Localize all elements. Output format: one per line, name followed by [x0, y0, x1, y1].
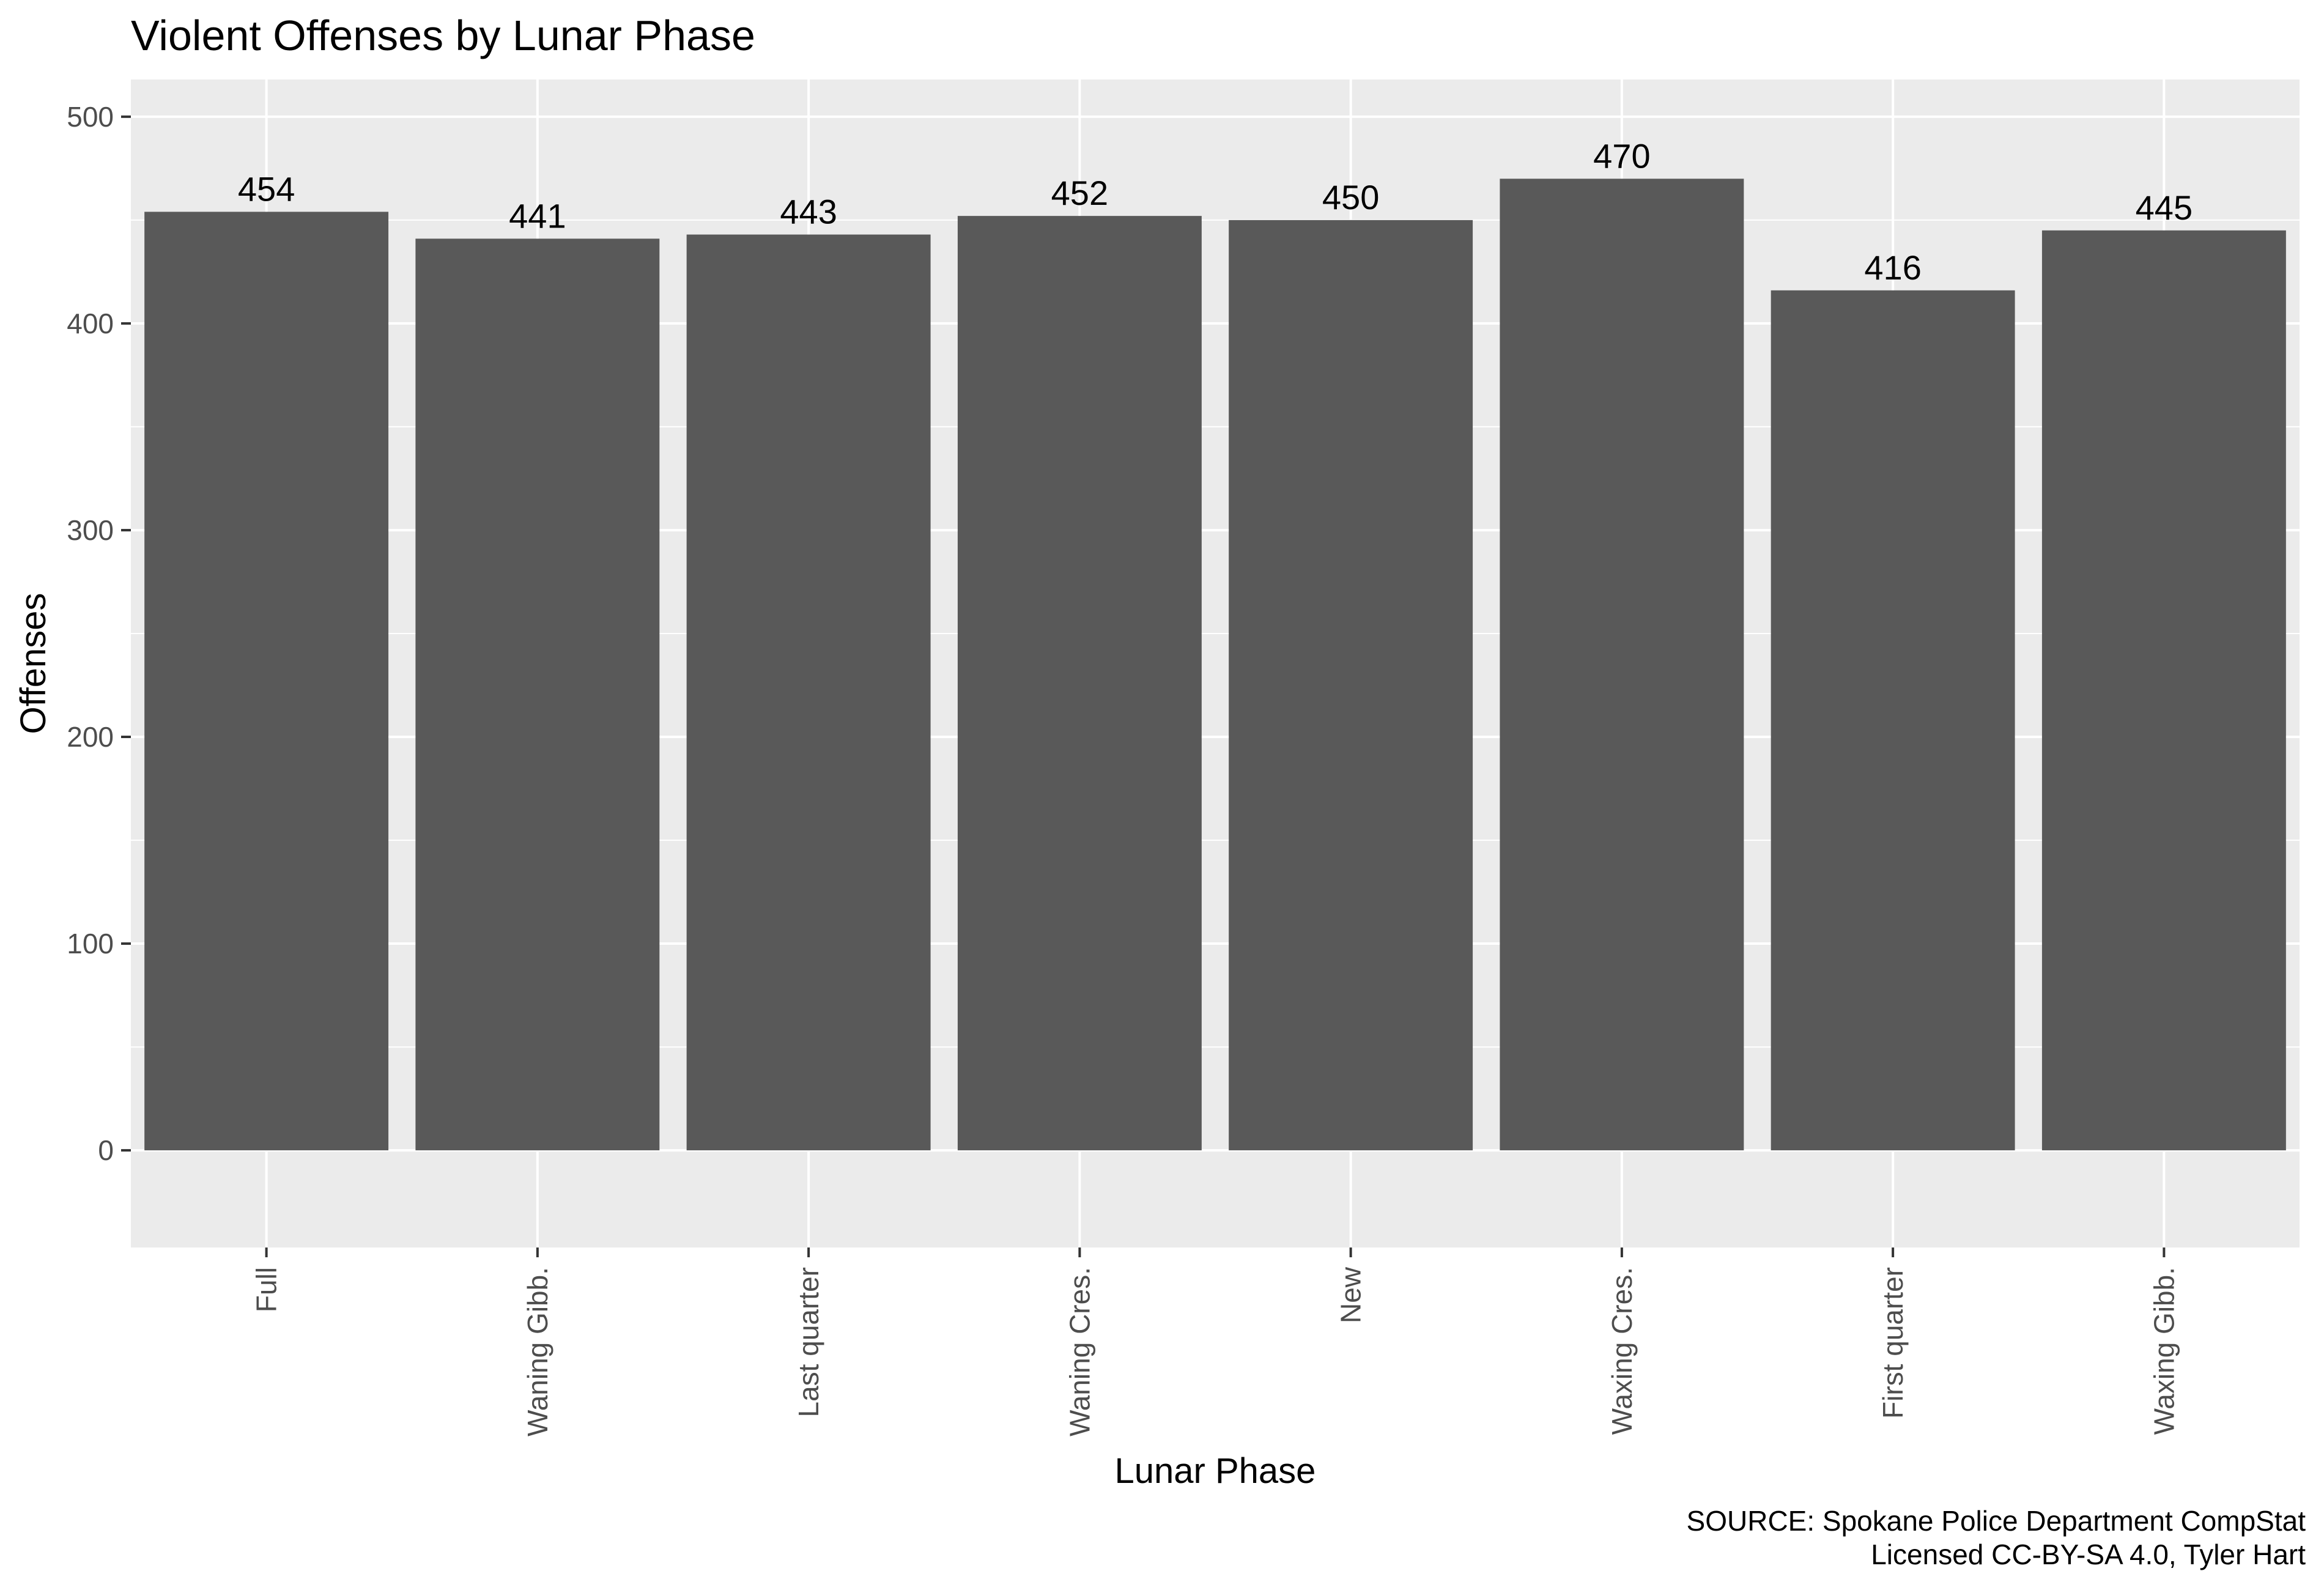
data-label: 443 [780, 193, 837, 231]
bar [686, 234, 931, 1151]
bar [144, 212, 389, 1151]
data-label: 445 [2136, 188, 2193, 227]
data-label: 450 [1322, 178, 1379, 216]
bar [2041, 230, 2286, 1151]
bar [415, 238, 660, 1151]
source-caption: SOURCE: Spokane Police Department CompSt… [1686, 1505, 2306, 1537]
data-label: 454 [238, 169, 295, 208]
x-tick-label: Waxing Cres. [1606, 1267, 1638, 1435]
x-tick-label: First quarter [1877, 1267, 1909, 1419]
x-tick-label: New [1335, 1266, 1367, 1323]
bar [1771, 290, 2015, 1151]
y-tick-label: 200 [67, 721, 114, 753]
bar [1229, 220, 1473, 1151]
license-caption: Licensed CC-BY-SA 4.0, Tyler Hart [1871, 1539, 2306, 1570]
y-tick-label: 300 [67, 514, 114, 546]
x-tick-label: Waxing Gibb. [2148, 1267, 2180, 1435]
x-tick-label: Waning Cres. [1064, 1267, 1095, 1436]
x-tick-label: Waning Gibb. [522, 1267, 553, 1436]
y-tick-label: 500 [67, 101, 114, 133]
data-label: 452 [1051, 174, 1108, 212]
bar [957, 216, 1202, 1151]
x-tick-label: Full [251, 1267, 283, 1312]
y-tick-label: 400 [67, 308, 114, 339]
y-axis-title: Offenses [13, 593, 53, 734]
y-tick-label: 0 [98, 1134, 114, 1166]
chart-title: Violent Offenses by Lunar Phase [131, 12, 755, 59]
data-label: 441 [509, 196, 566, 235]
data-label: 470 [1593, 136, 1650, 175]
bar [1500, 179, 1744, 1151]
x-axis-title: Lunar Phase [1115, 1451, 1316, 1491]
x-tick-label: Last quarter [793, 1267, 824, 1417]
y-tick-label: 100 [67, 928, 114, 959]
data-label: 416 [1864, 248, 1921, 287]
